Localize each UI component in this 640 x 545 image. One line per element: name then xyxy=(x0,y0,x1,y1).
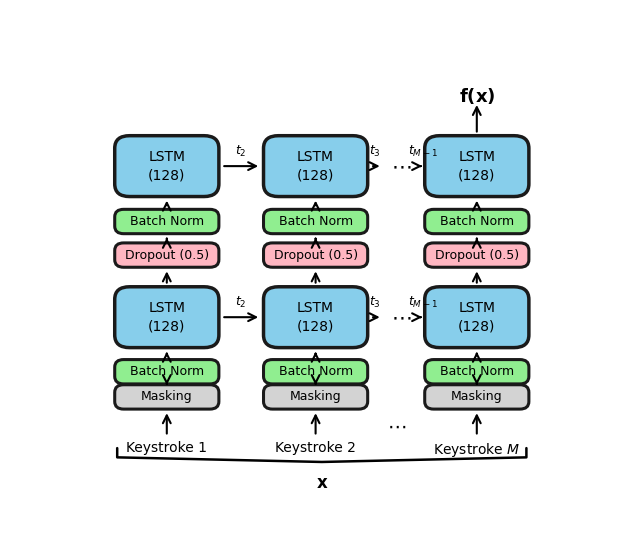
Text: $t_2$: $t_2$ xyxy=(236,295,247,310)
Text: Batch Norm: Batch Norm xyxy=(278,365,353,378)
Text: Masking: Masking xyxy=(451,390,502,403)
FancyBboxPatch shape xyxy=(264,209,367,234)
FancyBboxPatch shape xyxy=(264,243,367,267)
FancyBboxPatch shape xyxy=(264,136,367,197)
Text: LSTM
(128): LSTM (128) xyxy=(148,150,186,183)
Text: Masking: Masking xyxy=(141,390,193,403)
Text: Batch Norm: Batch Norm xyxy=(130,215,204,228)
Text: $\cdots$: $\cdots$ xyxy=(391,156,412,176)
FancyBboxPatch shape xyxy=(115,360,219,384)
Text: Dropout (0.5): Dropout (0.5) xyxy=(125,249,209,262)
Text: $t_3$: $t_3$ xyxy=(369,144,381,159)
Text: Batch Norm: Batch Norm xyxy=(278,215,353,228)
FancyBboxPatch shape xyxy=(115,209,219,234)
FancyBboxPatch shape xyxy=(425,385,529,409)
Text: Keystroke $M$: Keystroke $M$ xyxy=(433,440,520,458)
Text: $t_{M-1}$: $t_{M-1}$ xyxy=(408,144,438,159)
FancyBboxPatch shape xyxy=(425,136,529,197)
Text: Keystroke 1: Keystroke 1 xyxy=(126,440,207,455)
FancyBboxPatch shape xyxy=(264,287,367,348)
Text: LSTM
(128): LSTM (128) xyxy=(458,150,495,183)
Text: Batch Norm: Batch Norm xyxy=(440,365,514,378)
Text: $\cdots$: $\cdots$ xyxy=(387,416,406,435)
Text: LSTM
(128): LSTM (128) xyxy=(148,301,186,334)
Text: LSTM
(128): LSTM (128) xyxy=(458,301,495,334)
FancyBboxPatch shape xyxy=(425,243,529,267)
Text: $\cdots$: $\cdots$ xyxy=(391,307,412,327)
Text: Masking: Masking xyxy=(290,390,341,403)
Text: $t_2$: $t_2$ xyxy=(236,144,247,159)
FancyBboxPatch shape xyxy=(425,209,529,234)
FancyBboxPatch shape xyxy=(115,287,219,348)
FancyBboxPatch shape xyxy=(115,136,219,197)
Text: $t_3$: $t_3$ xyxy=(369,295,381,310)
Text: $\mathbf{x}$: $\mathbf{x}$ xyxy=(316,474,328,492)
FancyBboxPatch shape xyxy=(425,360,529,384)
Text: Keystroke 2: Keystroke 2 xyxy=(275,440,356,455)
Text: LSTM
(128): LSTM (128) xyxy=(297,301,334,334)
Text: $\mathbf{f(x)}$: $\mathbf{f(x)}$ xyxy=(459,86,495,106)
Text: $t_{M-1}$: $t_{M-1}$ xyxy=(408,295,438,310)
FancyBboxPatch shape xyxy=(264,385,367,409)
FancyBboxPatch shape xyxy=(425,287,529,348)
Text: Dropout (0.5): Dropout (0.5) xyxy=(435,249,519,262)
FancyBboxPatch shape xyxy=(264,360,367,384)
Text: Dropout (0.5): Dropout (0.5) xyxy=(273,249,358,262)
Text: Batch Norm: Batch Norm xyxy=(130,365,204,378)
Text: Batch Norm: Batch Norm xyxy=(440,215,514,228)
FancyBboxPatch shape xyxy=(115,385,219,409)
FancyBboxPatch shape xyxy=(115,243,219,267)
Text: LSTM
(128): LSTM (128) xyxy=(297,150,334,183)
